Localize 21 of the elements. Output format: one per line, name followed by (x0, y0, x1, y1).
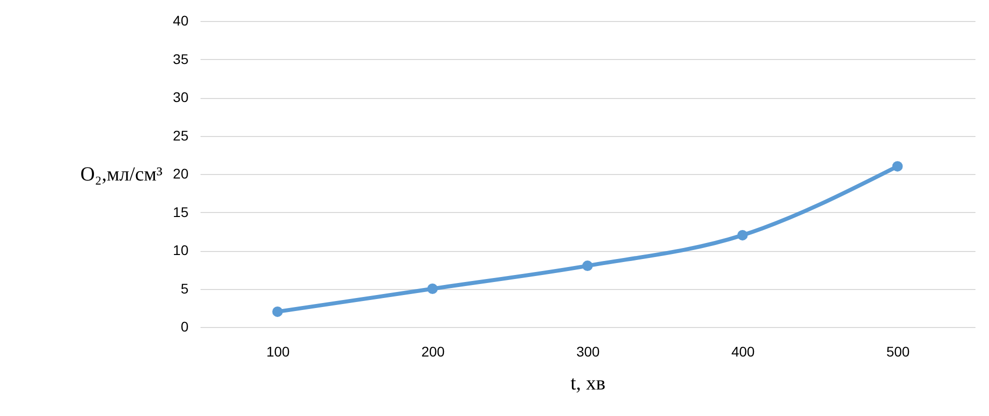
y-axis-title: O₂,мл/см³ (80, 164, 162, 186)
y-tick-label: 15 (172, 204, 189, 220)
x-tick-label: 500 (886, 344, 910, 360)
y-tick-label: 10 (172, 242, 189, 258)
point (427, 284, 438, 294)
x-tick-label: 400 (731, 344, 755, 360)
y-tick-label: 35 (172, 50, 189, 67)
y-tick-label: 25 (172, 127, 189, 144)
y-tick-label: 0 (180, 318, 189, 334)
x-tick-label: 100 (266, 344, 290, 360)
x-tick-label: 300 (576, 344, 600, 360)
x-tick-label: 200 (421, 344, 445, 360)
x-axis-title: t, хв (570, 372, 606, 394)
point (582, 260, 593, 272)
y-tick-label: 20 (172, 166, 189, 182)
y-tick-label: 40 (172, 12, 189, 28)
point (892, 161, 903, 172)
point (272, 306, 283, 317)
point (737, 230, 748, 240)
y-tick-label: 30 (172, 89, 189, 105)
y-tick-label: 5 (180, 280, 189, 296)
